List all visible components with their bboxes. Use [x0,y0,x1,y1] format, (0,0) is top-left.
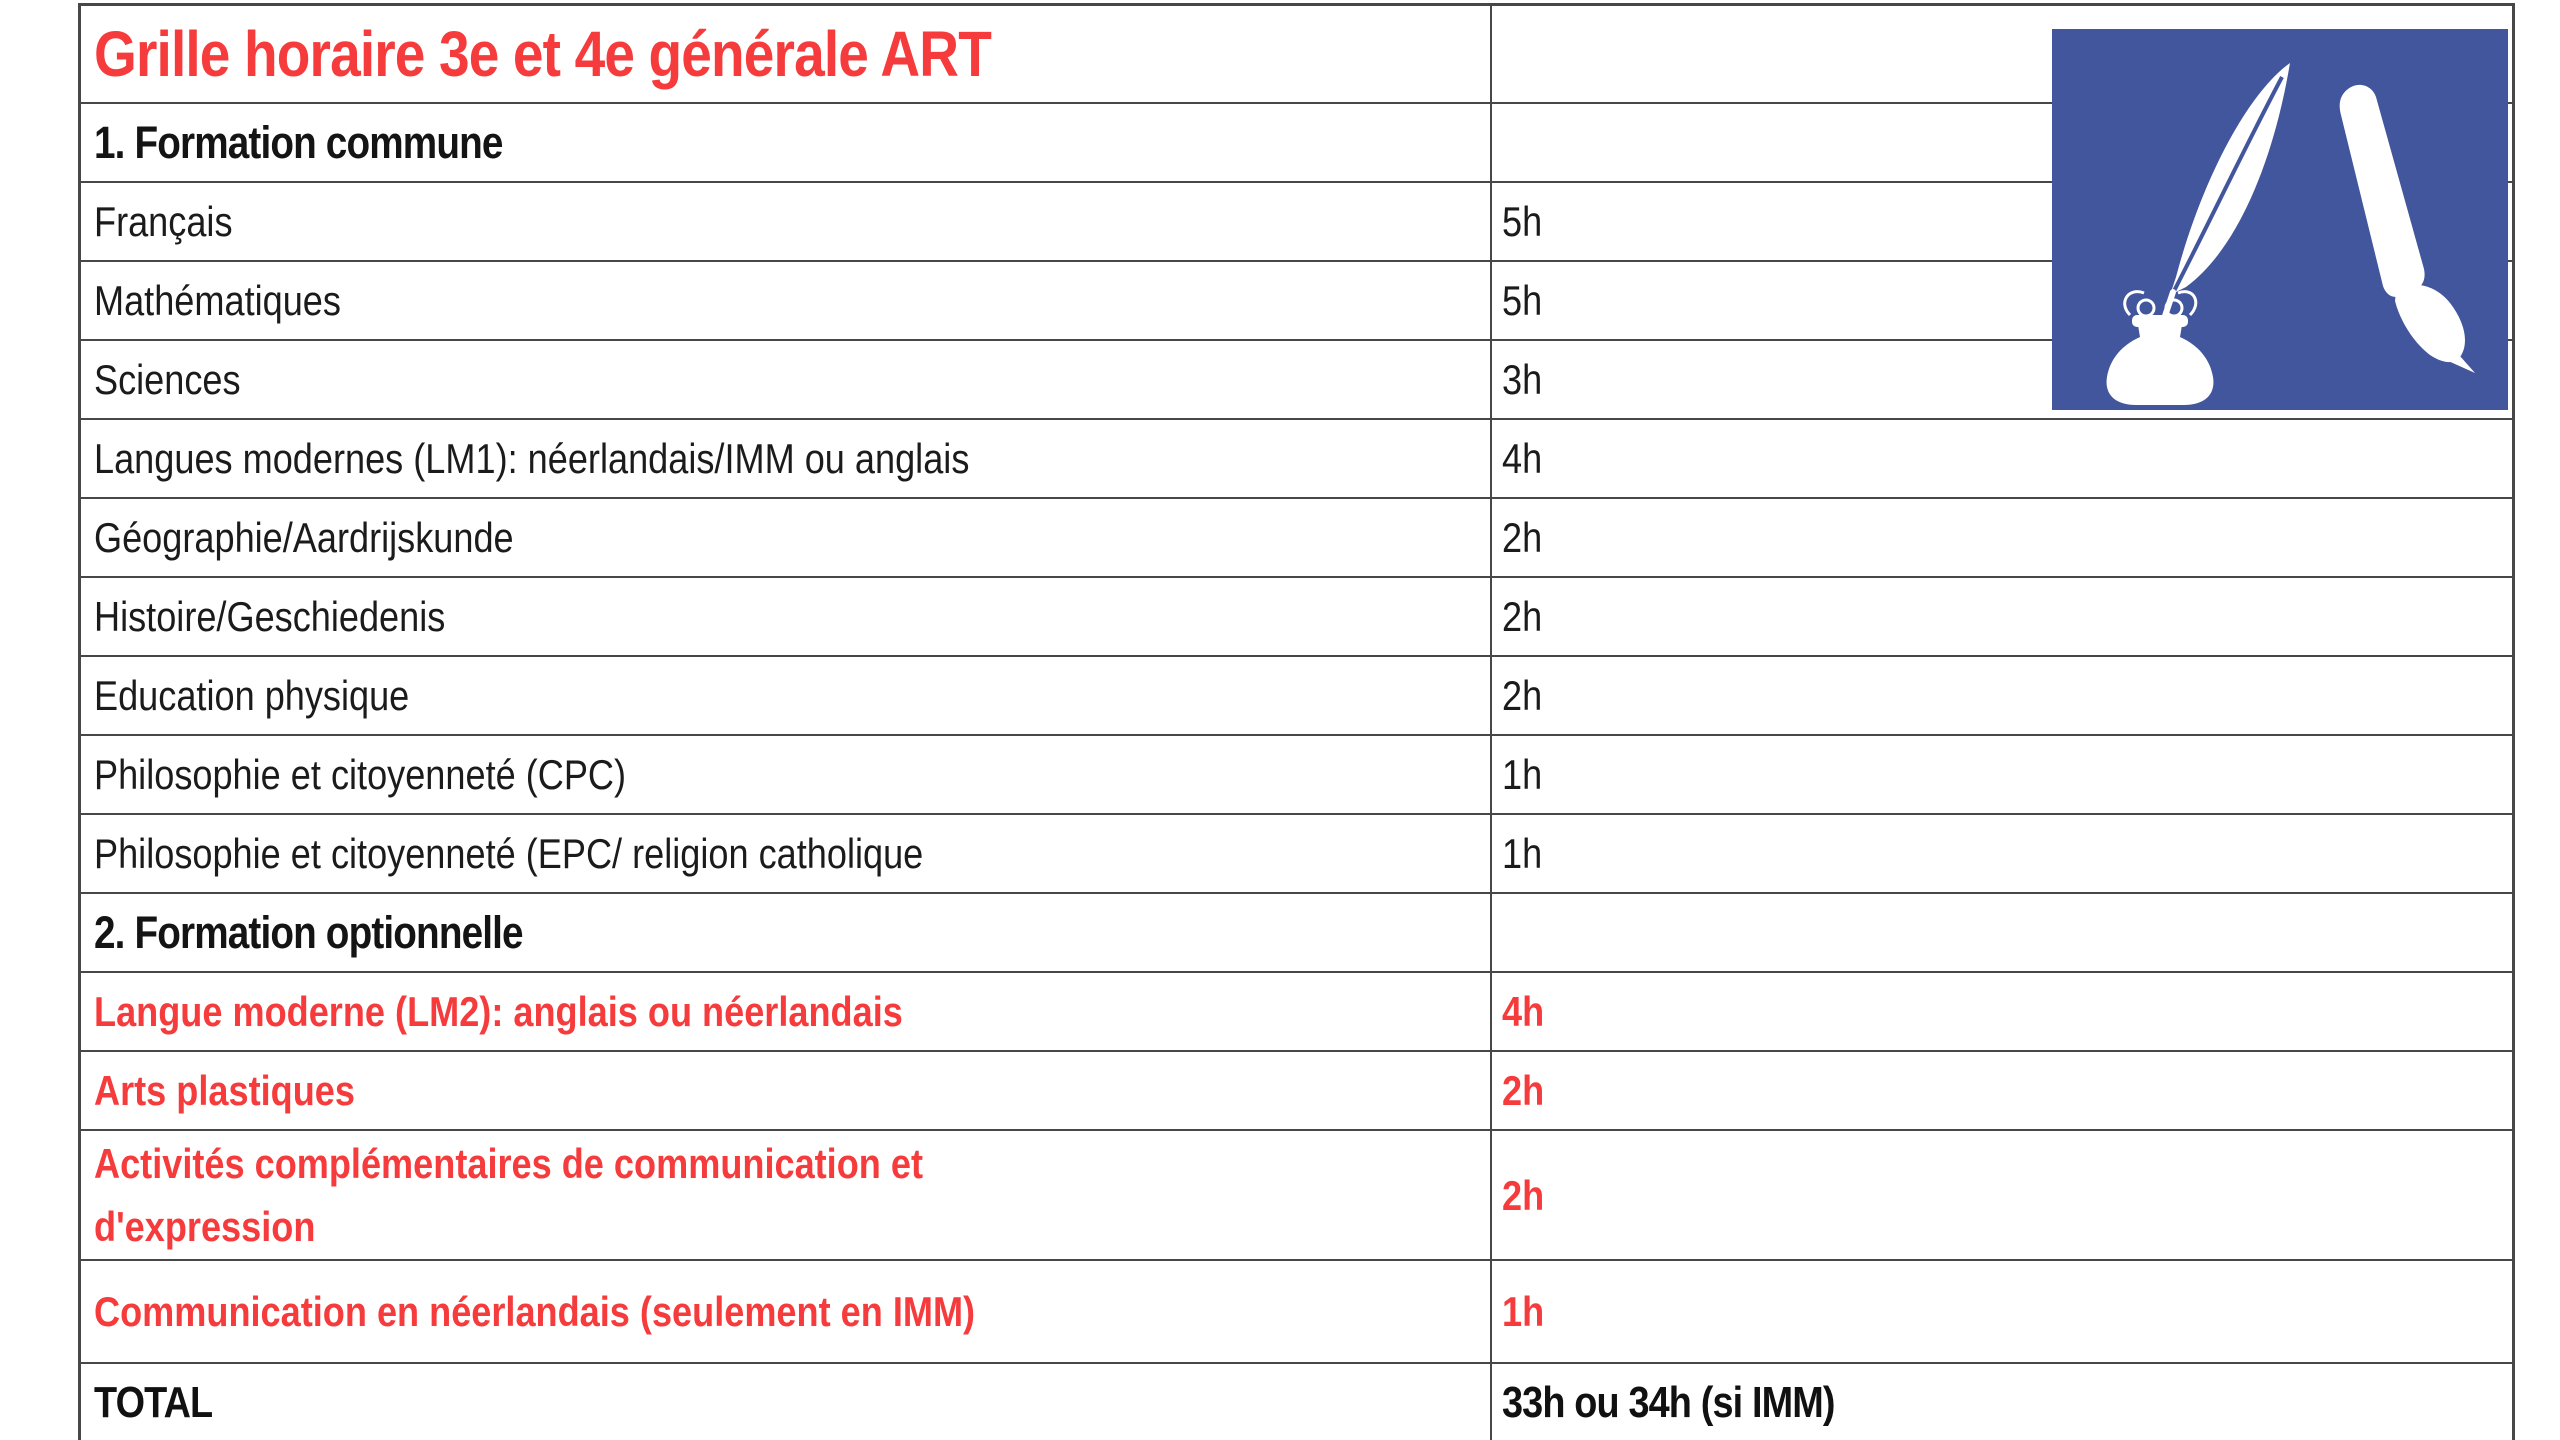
subject-label: Philosophie et citoyenneté (EPC/ religio… [94,830,924,877]
table-row: Grille horaire 3e et 4e générale ART [78,3,2515,104]
hours-cell: 1h [1489,813,2515,894]
hours-cell: 2h [1489,655,2515,736]
subject-label: Français [94,198,233,245]
table-row: TOTAL 33h ou 34h (si IMM) [78,1362,2515,1440]
hours-value: 2h [1501,514,1542,561]
subject-label: Langue moderne (LM2): anglais ou néerlan… [94,988,903,1035]
hours-cell [1489,892,2515,973]
subject-label: Sciences [94,356,241,403]
hours-cell: 2h [1489,1129,2515,1261]
feather-shaft [2172,76,2284,292]
subject-cell: Langue moderne (LM2): anglais ou néerlan… [78,971,1492,1052]
hours-cell: 33h ou 34h (si IMM) [1489,1362,2515,1440]
hours-value: 5h [1501,198,1542,245]
subject-label: Activités complémentaires de communicati… [94,1140,923,1250]
subject-label: Grille horaire 3e et 4e générale ART [94,18,992,90]
subject-cell: Communication en néerlandais (seulement … [78,1259,1492,1364]
table-row: 2. Formation optionnelle [78,892,2515,973]
subject-cell: Français [78,181,1492,262]
hours-value: 2h [1501,593,1542,640]
subject-cell: Philosophie et citoyenneté (EPC/ religio… [78,813,1492,894]
hours-value: 4h [1501,988,1544,1035]
hours-cell: 1h [1489,734,2515,815]
subject-cell: Mathématiques [78,260,1492,341]
subject-cell: Education physique [78,655,1492,736]
subject-cell: Histoire/Geschiedenis [78,576,1492,657]
table-row: Langue moderne (LM2): anglais ou néerlan… [78,971,2515,1052]
subject-cell: Activités complémentaires de communicati… [78,1129,1492,1261]
hours-value: 2h [1501,1067,1544,1114]
table-row: Arts plastiques 2h [78,1050,2515,1131]
table-row: Histoire/Geschiedenis 2h [78,576,2515,657]
inkwell-rim [2132,315,2188,327]
school-logo [2052,29,2508,410]
table-row: Communication en néerlandais (seulement … [78,1259,2515,1364]
subject-cell: Géographie/Aardrijskunde [78,497,1492,578]
subject-label: Arts plastiques [94,1067,355,1114]
table-row: Philosophie et citoyenneté (CPC) 1h [78,734,2515,815]
table-row: Langues modernes (LM1): néerlandais/IMM … [78,418,2515,499]
hours-value: 3h [1501,356,1542,403]
hours-value: 1h [1501,1288,1544,1335]
table-row: Philosophie et citoyenneté (EPC/ religio… [78,813,2515,894]
table-row: Education physique 2h [78,655,2515,736]
hours-value: 5h [1501,277,1542,324]
subject-cell: Arts plastiques [78,1050,1492,1131]
hours-value: 2h [1501,672,1542,719]
subject-label: Education physique [94,672,410,719]
subject-label: Langues modernes (LM1): néerlandais/IMM … [94,435,970,482]
hours-cell: 2h [1489,576,2515,657]
subject-label: Géographie/Aardrijskunde [94,514,514,561]
subject-label: 2. Formation optionnelle [94,906,524,958]
subject-cell: TOTAL [78,1362,1492,1440]
hours-cell: 2h [1489,497,2515,578]
hours-cell: 4h [1489,971,2515,1052]
table-row: Géographie/Aardrijskunde 2h [78,497,2515,578]
subject-label: Philosophie et citoyenneté (CPC) [94,751,627,798]
subject-cell: 2. Formation optionnelle [78,892,1492,973]
subject-cell: Philosophie et citoyenneté (CPC) [78,734,1492,815]
paintbrush-bristle-tip [2446,347,2475,373]
hours-cell: 4h [1489,418,2515,499]
subject-label: TOTAL [94,1377,213,1427]
table-row: Activités complémentaires de communicati… [78,1129,2515,1261]
subject-label: 1. Formation commune [94,116,503,168]
subject-label: Communication en néerlandais (seulement … [94,1288,976,1335]
subject-cell: Grille horaire 3e et 4e générale ART [78,3,1492,104]
hours-value: 1h [1501,751,1542,798]
hours-value: 4h [1501,435,1542,482]
paintbrush-handle [2339,84,2425,297]
hours-cell: 1h [1489,1259,2515,1364]
subject-label: Mathématiques [94,277,341,324]
paintbrush-bristles [2395,284,2465,363]
hours-value: 2h [1501,1171,1544,1219]
subject-cell: Langues modernes (LM1): néerlandais/IMM … [78,418,1492,499]
inkwell-shape [2106,325,2214,405]
hours-cell: 2h [1489,1050,2515,1131]
hours-value: 33h ou 34h (si IMM) [1501,1377,1836,1427]
inkwell-curls [2123,290,2198,318]
subject-cell: 1. Formation commune [78,102,1492,183]
quill-inkwell-paintbrush-icon [2052,29,2508,410]
subject-label: Histoire/Geschiedenis [94,593,446,640]
subject-cell: Sciences [78,339,1492,420]
hours-value: 1h [1501,830,1542,877]
